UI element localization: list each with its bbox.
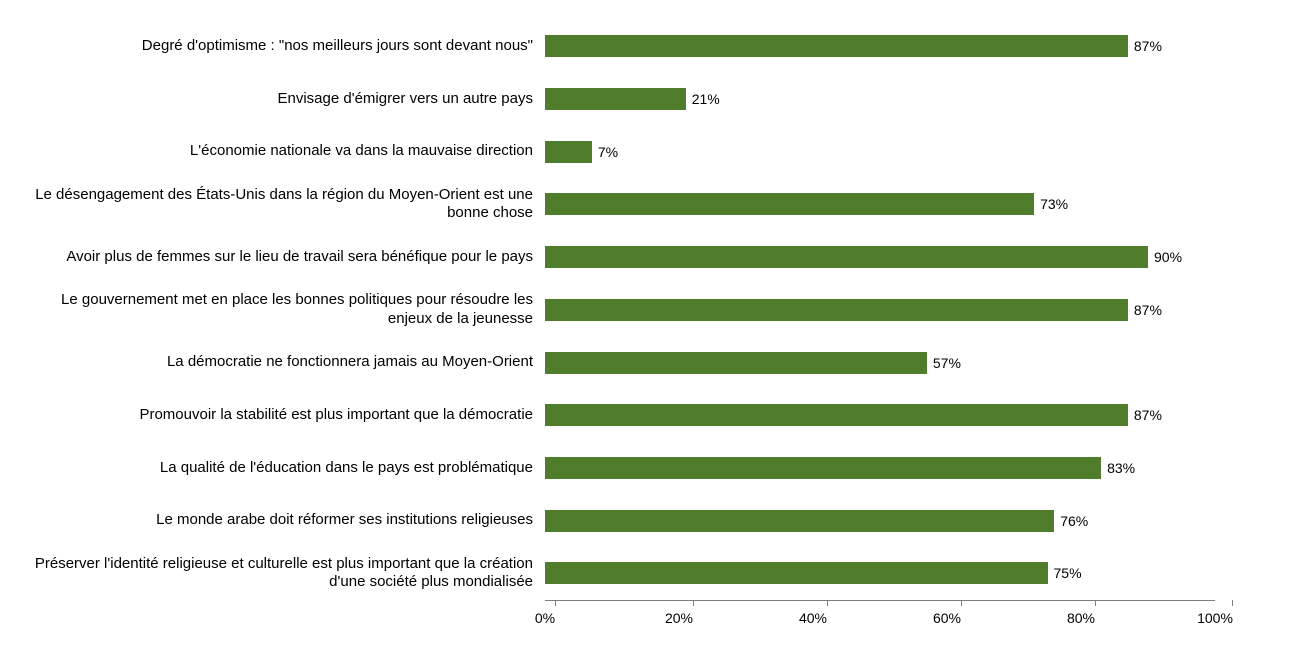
bar-category-label: La démocratie ne fonctionnera jamais au …: [15, 336, 545, 389]
bar-row: La qualité de l'éducation dans le pays e…: [545, 442, 1215, 495]
bar-value-label: 87%: [1128, 407, 1162, 423]
bar: [545, 193, 1034, 215]
bar-row: Le monde arabe doit réformer ses institu…: [545, 494, 1215, 547]
bar-row: Envisage d'émigrer vers un autre pays21%: [545, 73, 1215, 126]
bar-value-label: 73%: [1034, 196, 1068, 212]
bar: [545, 352, 927, 374]
x-tick-label: 0%: [535, 610, 555, 626]
bar-category-label: Envisage d'émigrer vers un autre pays: [15, 73, 545, 126]
bar-value-label: 7%: [592, 144, 618, 160]
x-tick-mark: [1232, 600, 1233, 606]
bar-row: Promouvoir la stabilité est plus importa…: [545, 389, 1215, 442]
x-tick: 60%: [947, 600, 975, 626]
x-tick: 20%: [679, 600, 707, 626]
x-tick-mark: [827, 600, 828, 606]
bar: [545, 88, 686, 110]
x-tick-label: 60%: [933, 610, 961, 626]
bar-category-label: Le désengagement des États-Unis dans la …: [15, 178, 545, 231]
bar-category-label: Préserver l'identité religieuse et cultu…: [15, 547, 545, 600]
bar-chart: Degré d'optimisme : "nos meilleurs jours…: [0, 20, 1304, 645]
x-tick-label: 20%: [665, 610, 693, 626]
bars-group: Degré d'optimisme : "nos meilleurs jours…: [545, 20, 1215, 600]
x-tick-mark: [961, 600, 962, 606]
x-tick: 40%: [813, 600, 841, 626]
bar-value-label: 76%: [1054, 513, 1088, 529]
bar-category-label: Le monde arabe doit réformer ses institu…: [15, 494, 545, 547]
bar-value-label: 87%: [1128, 38, 1162, 54]
bar-category-label: Degré d'optimisme : "nos meilleurs jours…: [15, 20, 545, 73]
x-axis: 0%20%40%60%80%100%: [545, 600, 1215, 640]
x-tick-mark: [693, 600, 694, 606]
bar-row: Préserver l'identité religieuse et cultu…: [545, 547, 1215, 600]
bar-category-label: L'économie nationale va dans la mauvaise…: [15, 125, 545, 178]
x-tick-label: 100%: [1197, 610, 1233, 626]
bar-row: Degré d'optimisme : "nos meilleurs jours…: [545, 20, 1215, 73]
bar-category-label: Avoir plus de femmes sur le lieu de trav…: [15, 231, 545, 284]
bar: [545, 35, 1128, 57]
bar: [545, 457, 1101, 479]
bar-category-label: Le gouvernement met en place les bonnes …: [15, 284, 545, 337]
x-tick-label: 80%: [1067, 610, 1095, 626]
bar-value-label: 57%: [927, 355, 961, 371]
bar: [545, 510, 1054, 532]
x-tick-label: 40%: [799, 610, 827, 626]
x-tick: 80%: [1081, 600, 1109, 626]
bar-category-label: Promouvoir la stabilité est plus importa…: [15, 389, 545, 442]
bar-value-label: 21%: [686, 91, 720, 107]
bar-row: Le désengagement des États-Unis dans la …: [545, 178, 1215, 231]
x-tick-mark: [555, 600, 556, 606]
bar: [545, 246, 1148, 268]
x-tick-mark: [1095, 600, 1096, 606]
bar: [545, 141, 592, 163]
bar-value-label: 90%: [1148, 249, 1182, 265]
bar-row: La démocratie ne fonctionnera jamais au …: [545, 336, 1215, 389]
bar: [545, 404, 1128, 426]
bar: [545, 299, 1128, 321]
plot-area: Degré d'optimisme : "nos meilleurs jours…: [545, 20, 1215, 600]
bar-value-label: 83%: [1101, 460, 1135, 476]
bar-row: Avoir plus de femmes sur le lieu de trav…: [545, 231, 1215, 284]
bar-row: L'économie nationale va dans la mauvaise…: [545, 125, 1215, 178]
bar-category-label: La qualité de l'éducation dans le pays e…: [15, 442, 545, 495]
bar-value-label: 75%: [1048, 565, 1082, 581]
x-tick: 0%: [545, 600, 565, 626]
bar-row: Le gouvernement met en place les bonnes …: [545, 284, 1215, 337]
bar-value-label: 87%: [1128, 302, 1162, 318]
x-tick: 100%: [1215, 600, 1251, 626]
bar: [545, 562, 1048, 584]
